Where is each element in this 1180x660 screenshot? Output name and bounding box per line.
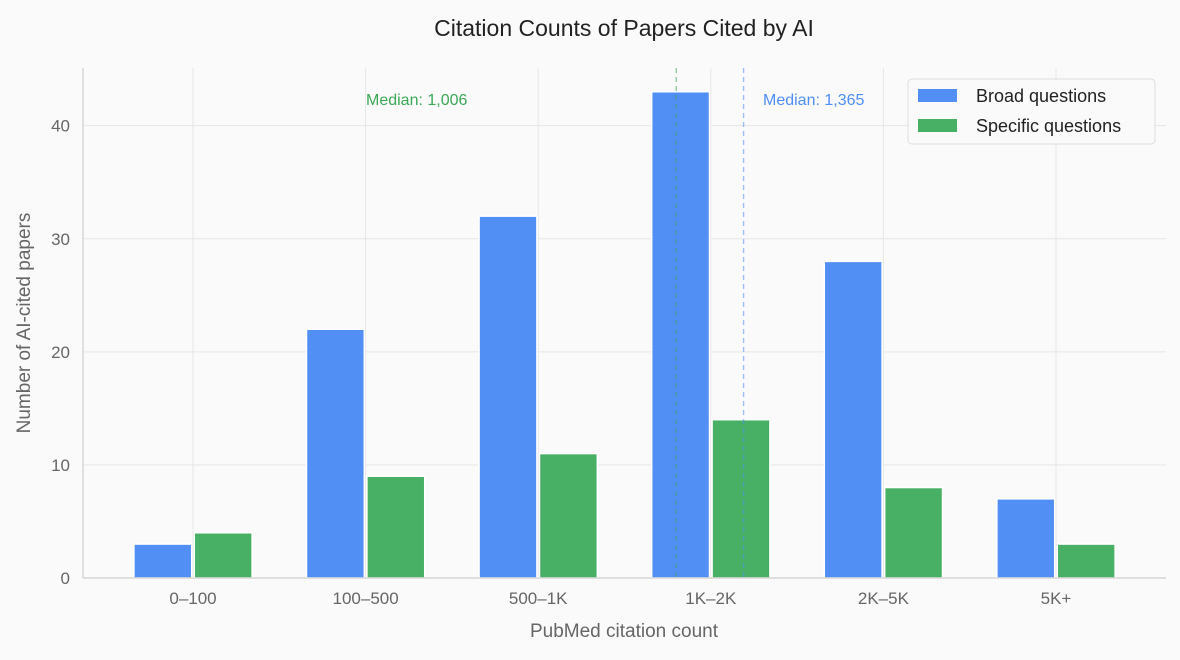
y-tick-label: 20 [51, 343, 70, 362]
x-tick-label: 5K+ [1041, 589, 1072, 608]
median-label: Median: 1,365 [763, 92, 865, 109]
bar-broad [133, 543, 193, 579]
x-tick-labels: 0–100 100–500 500–1K 1K–2K 2K–5K 5K+ [169, 589, 1071, 608]
legend-box [907, 78, 1156, 145]
legend-swatch-specific [918, 119, 957, 132]
bar-specific [366, 475, 426, 579]
legend: Broad questions Specific questions [907, 78, 1156, 145]
bar-specific [538, 452, 599, 579]
legend-label-broad: Broad questions [976, 86, 1106, 106]
legend-label-specific: Specific questions [976, 116, 1121, 136]
x-tick-label: 1K–2K [685, 589, 737, 608]
bars [133, 90, 1116, 579]
median-label: Median: 1,006 [366, 92, 468, 109]
x-tick-label: 0–100 [169, 589, 216, 608]
y-tick-label: 10 [51, 456, 70, 475]
chart-title: Citation Counts of Papers Cited by AI [434, 15, 814, 41]
y-tick-labels: 0 10 20 30 40 [51, 117, 70, 588]
y-tick-label: 30 [51, 230, 70, 249]
gridlines [83, 68, 1166, 578]
bar-broad [305, 328, 366, 579]
legend-swatch-broad [918, 89, 957, 102]
y-tick-label: 0 [61, 569, 70, 588]
bar-specific [1056, 543, 1116, 579]
x-tick-label: 2K–5K [858, 589, 910, 608]
y-tick-label: 40 [51, 117, 70, 136]
bar-broad [996, 498, 1056, 579]
bar-broad [650, 90, 711, 579]
x-tick-label: 500–1K [509, 589, 568, 608]
bar-specific [193, 532, 253, 579]
median-lines: Median: 1,006 Median: 1,365 [366, 68, 865, 578]
bar-broad [478, 215, 538, 579]
bar-broad [823, 260, 883, 579]
x-tick-label: 100–500 [333, 589, 399, 608]
y-axis-label: Number of AI-cited papers [14, 213, 35, 434]
x-axis-label: PubMed citation count [530, 621, 719, 642]
bar-specific [711, 418, 771, 579]
bar-specific [883, 486, 944, 579]
